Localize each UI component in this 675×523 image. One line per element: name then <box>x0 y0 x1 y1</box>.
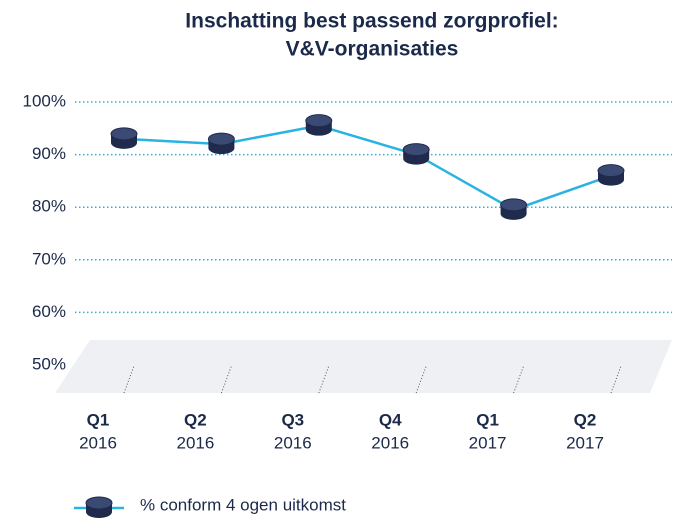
marker <box>305 114 333 136</box>
y-tick-label: 70% <box>32 249 66 268</box>
x-tick-label: 2016 <box>79 433 117 452</box>
marker-top <box>85 496 113 510</box>
marker-top <box>597 164 625 178</box>
chart-title: Inschatting best passend zorgprofiel: <box>185 10 558 33</box>
marker <box>500 198 528 220</box>
marker <box>207 132 235 155</box>
x-tick-label: Q2 <box>184 410 207 429</box>
x-tick-label: Q2 <box>574 410 597 429</box>
y-tick-label: 50% <box>32 354 66 373</box>
series-line <box>123 124 612 212</box>
marker-top <box>110 127 138 141</box>
x-tick-label: 2016 <box>176 433 214 452</box>
x-tick-label: Q4 <box>379 410 402 429</box>
legend-marker <box>85 496 113 518</box>
marker-top <box>500 198 528 212</box>
marker <box>597 164 625 186</box>
legend-label: % conform 4 ogen uitkomst <box>140 495 346 514</box>
marker-top <box>305 114 333 128</box>
marker-top <box>207 132 235 146</box>
marker <box>402 143 430 165</box>
x-tick-label: 2017 <box>469 433 507 452</box>
y-tick-label: 60% <box>32 302 66 321</box>
x-tick-label: 2016 <box>274 433 312 452</box>
x-tick-label: Q1 <box>87 410 110 429</box>
marker <box>110 127 138 149</box>
x-tick-label: 2016 <box>371 433 409 452</box>
y-tick-label: 80% <box>32 197 66 216</box>
chart-title: V&V-organisaties <box>286 38 459 61</box>
floor <box>55 340 672 393</box>
y-tick-label: 90% <box>32 144 66 163</box>
marker-top <box>402 143 430 157</box>
x-tick-label: Q1 <box>476 410 499 429</box>
x-tick-label: 2017 <box>566 433 604 452</box>
y-tick-label: 100% <box>23 91 66 110</box>
x-tick-label: Q3 <box>281 410 304 429</box>
